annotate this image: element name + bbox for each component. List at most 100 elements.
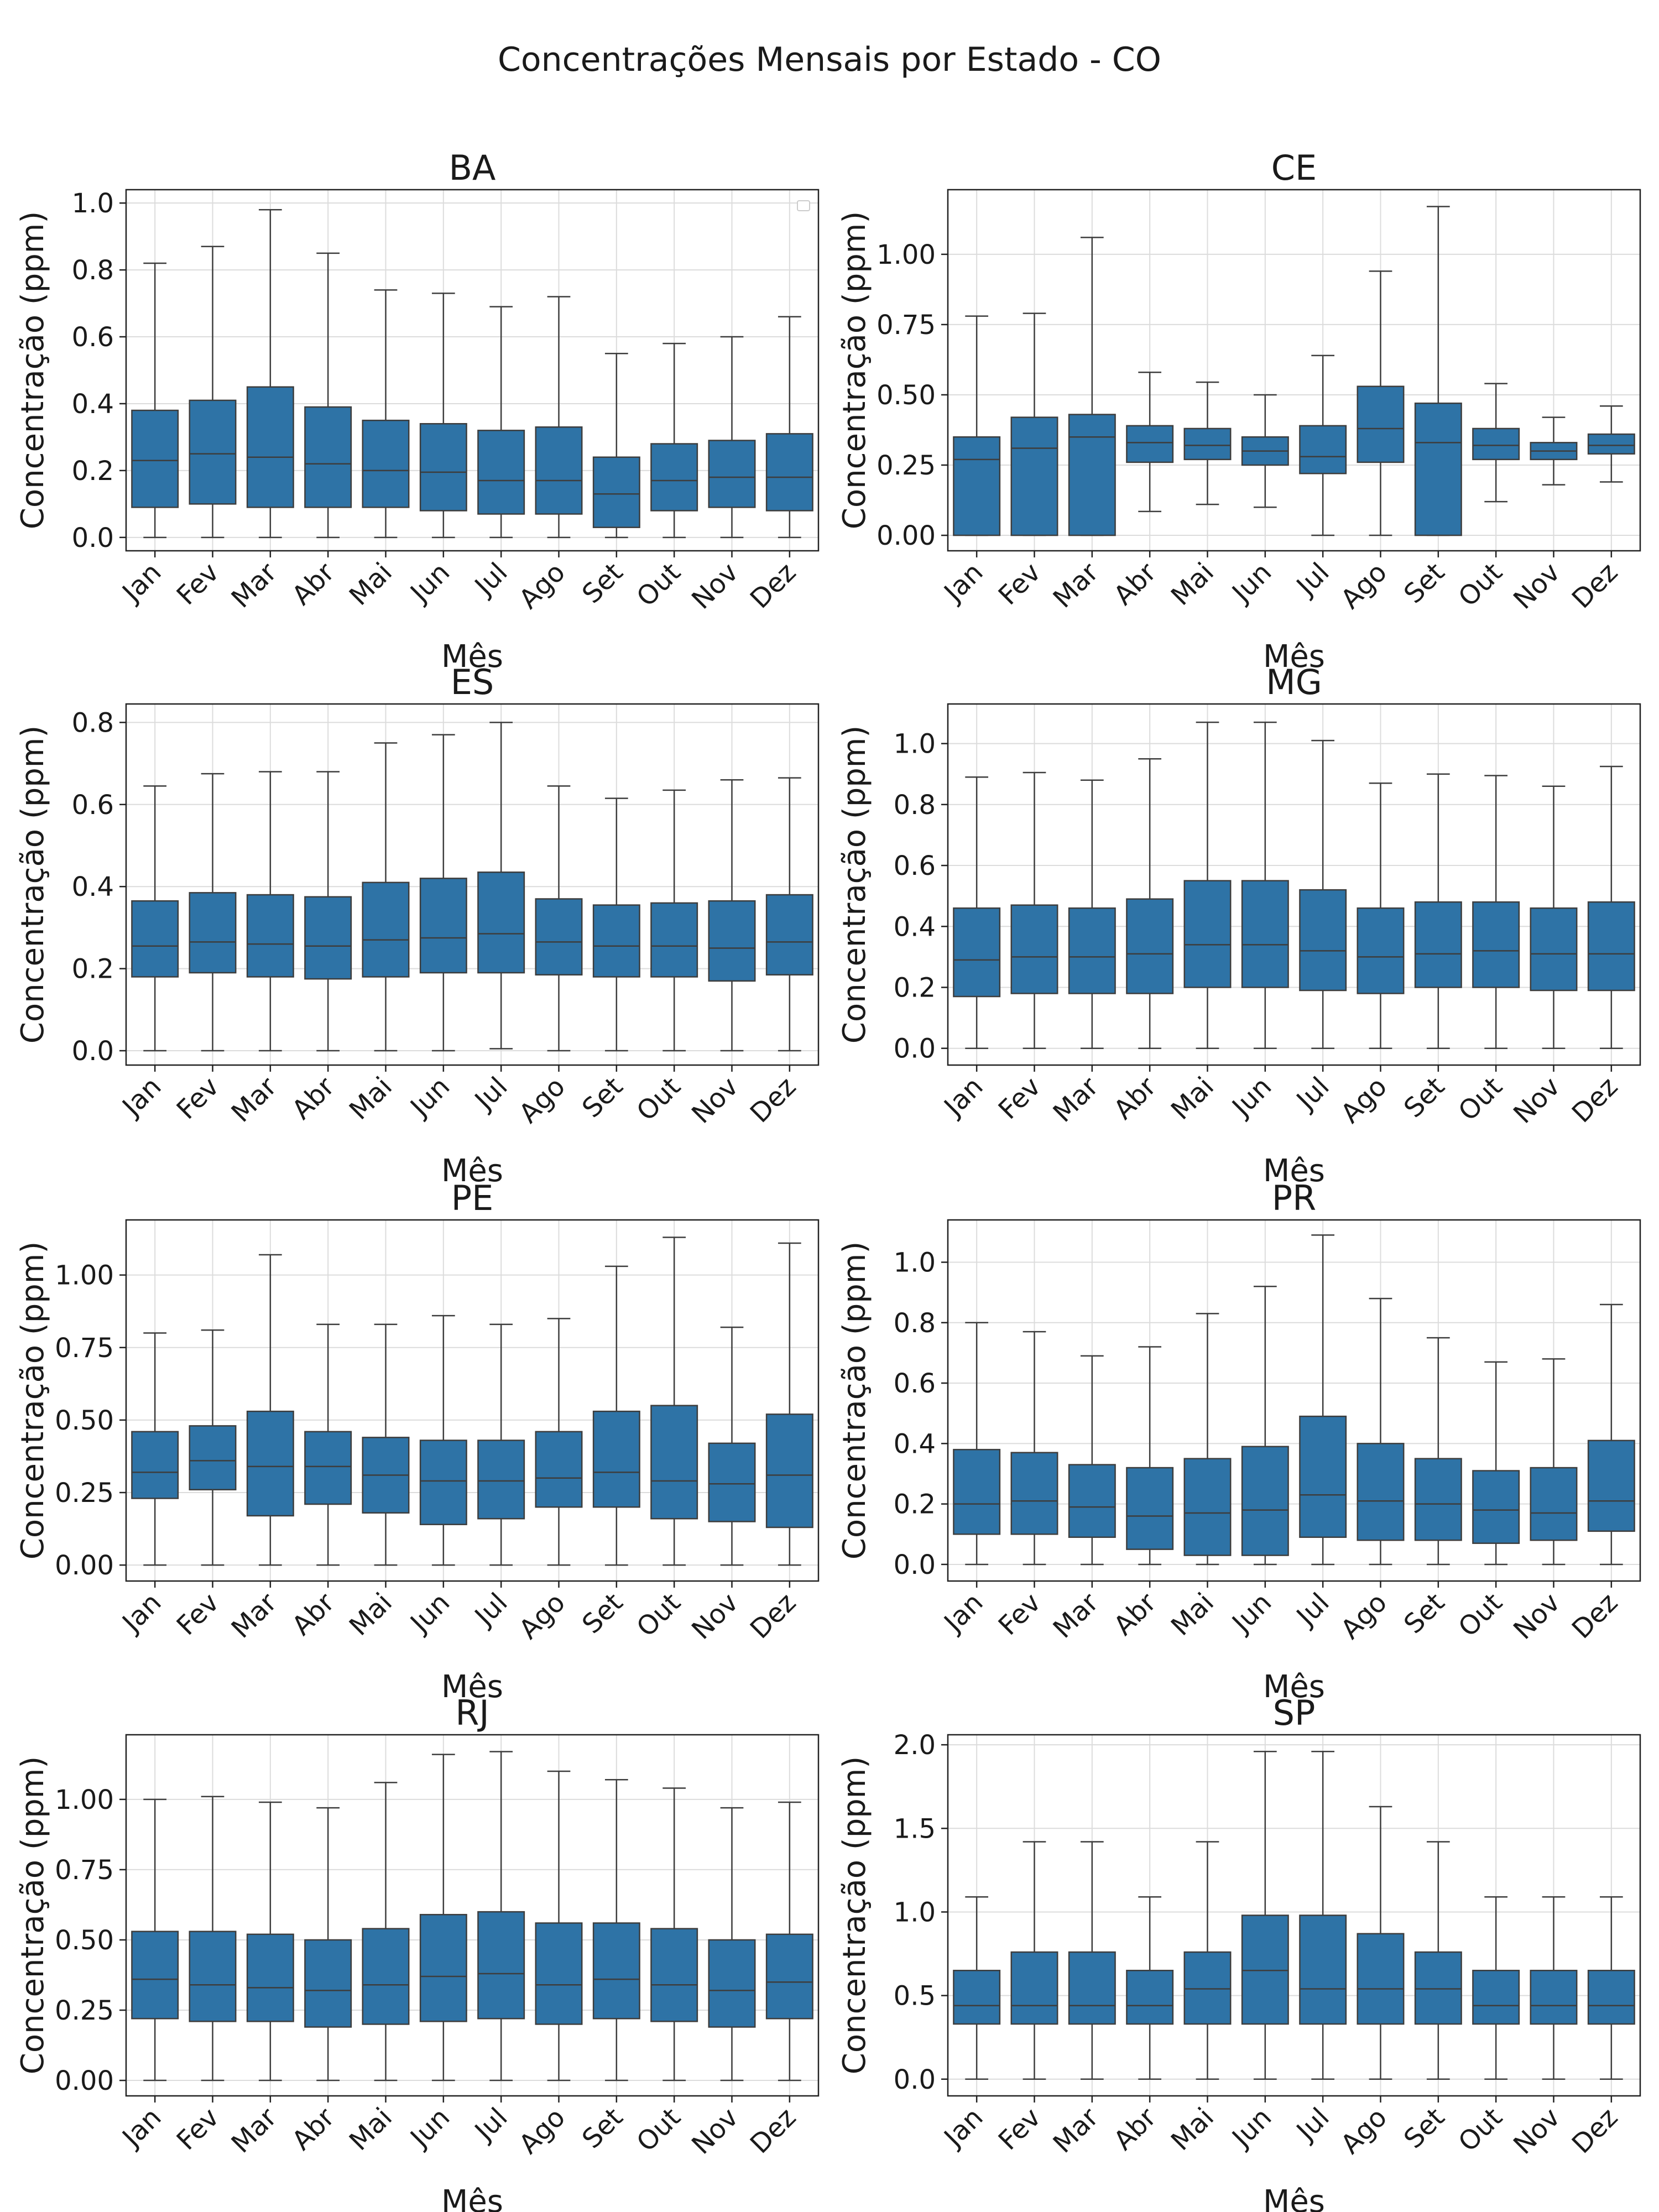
box-mar xyxy=(1068,1355,1116,1566)
box-set xyxy=(592,1265,640,1566)
iqr-box xyxy=(650,443,698,512)
x-tick-label: Out xyxy=(1453,2102,1509,2158)
iqr-box xyxy=(246,386,294,508)
box-out xyxy=(1472,1361,1520,1566)
x-tick-label: Nov xyxy=(686,1587,744,1646)
box-nov xyxy=(1530,785,1578,1049)
iqr-box xyxy=(1587,1439,1635,1532)
y-tick-label: 0.4 xyxy=(72,389,114,420)
box-fev xyxy=(189,1329,237,1566)
box-set xyxy=(592,353,640,539)
iqr-box xyxy=(1241,1914,1289,2025)
iqr-box xyxy=(477,1439,525,1520)
box-nov xyxy=(708,336,756,539)
iqr-box xyxy=(1068,907,1116,994)
legend xyxy=(797,200,810,211)
box-ago xyxy=(535,296,583,539)
iqr-box xyxy=(1414,1458,1462,1541)
x-tick-label: Jul xyxy=(1290,1071,1335,1117)
x-tick-label: Jul xyxy=(468,1587,514,1633)
iqr-box xyxy=(189,1931,237,2022)
y-tick-label: 2.0 xyxy=(894,1730,936,1761)
y-tick-label: 0.6 xyxy=(894,851,936,881)
y-tick-label: 1.0 xyxy=(894,1248,936,1279)
iqr-box xyxy=(1183,427,1232,461)
x-tick-label: Jan xyxy=(116,1071,168,1123)
iqr-box xyxy=(1299,1914,1347,2025)
iqr-box xyxy=(535,1922,583,2025)
box-jan xyxy=(953,1896,1001,2080)
y-axis-label: Concentração (ppm) xyxy=(15,726,51,1044)
iqr-box xyxy=(708,900,756,982)
y-tick-label: 0.4 xyxy=(894,911,936,942)
iqr-box xyxy=(1472,1470,1520,1544)
x-tick-label: Fev xyxy=(993,2102,1047,2156)
box-ago xyxy=(535,1770,583,2081)
x-tick-label: Jul xyxy=(1290,2102,1335,2148)
subplot-mg: 0.0 0.2 0.4 0.6 0.8 1.0 Jan Fev Mar Abr Mai Jun Jul A… xyxy=(837,662,1641,1189)
x-tick-label: Dez xyxy=(1566,1071,1624,1129)
box-set xyxy=(1414,1337,1462,1566)
y-tick-label: 0.8 xyxy=(72,255,114,286)
x-tick-label: Jan xyxy=(937,1587,989,1639)
x-tick-label: Jun xyxy=(404,1071,456,1124)
iqr-box xyxy=(477,1911,525,2020)
box-jun xyxy=(419,293,467,539)
x-tick-label: Ago xyxy=(513,2102,571,2160)
x-tick-label: Dez xyxy=(744,557,802,614)
iqr-box xyxy=(650,1928,698,2022)
x-tick-label: Nov xyxy=(686,557,744,615)
iqr-box xyxy=(650,902,698,978)
x-tick-label: Jun xyxy=(1225,1071,1278,1124)
iqr-box xyxy=(1183,1458,1232,1556)
x-tick-label: Nov xyxy=(686,2102,744,2161)
x-tick-label: Abr xyxy=(1108,557,1162,612)
y-tick-label: 1.0 xyxy=(72,188,114,219)
x-tick-label: Ago xyxy=(513,1587,571,1645)
y-tick-label: 0.6 xyxy=(72,790,114,821)
box-jan xyxy=(953,1322,1001,1566)
x-tick-label: Mai xyxy=(343,557,398,612)
box-abr xyxy=(1126,1346,1174,1566)
box-jan xyxy=(131,785,179,1052)
iqr-box xyxy=(1183,880,1232,988)
x-tick-label: Set xyxy=(576,2102,629,2154)
box-jul xyxy=(1299,739,1347,1049)
iqr-box xyxy=(953,1449,1001,1535)
y-axis-label: Concentração (ppm) xyxy=(15,1756,51,2074)
y-tick-label: 0.00 xyxy=(55,1550,114,1581)
x-axis-label: Mês xyxy=(441,639,503,675)
box-abr xyxy=(304,1323,352,1566)
x-axis-label: Mês xyxy=(1263,639,1325,675)
iqr-box xyxy=(535,1431,583,1508)
x-tick-label: Fev xyxy=(171,2102,225,2156)
subplot-title: PR xyxy=(1272,1178,1316,1218)
y-tick-label: 0.2 xyxy=(72,456,114,487)
box-abr xyxy=(304,771,352,1052)
x-tick-label: Fev xyxy=(171,1587,225,1641)
iqr-box xyxy=(1357,907,1405,994)
box-jun xyxy=(419,1314,467,1566)
x-tick-label: Abr xyxy=(286,1587,341,1642)
box-dez xyxy=(1587,765,1635,1049)
box-jun xyxy=(1241,1750,1289,2080)
y-tick-label: 0.8 xyxy=(72,707,114,738)
x-tick-label: Jun xyxy=(1225,557,1278,609)
iqr-box xyxy=(1530,1970,1578,2025)
box-ago xyxy=(535,1318,583,1566)
x-tick-label: Jul xyxy=(468,1071,514,1117)
box-abr xyxy=(304,1807,352,2081)
box-nov xyxy=(1530,1358,1578,1566)
iqr-box xyxy=(592,456,640,528)
y-axis-label: Concentração (ppm) xyxy=(15,211,51,529)
x-tick-label: Dez xyxy=(1566,1587,1624,1645)
x-tick-label: Mar xyxy=(1047,1071,1105,1129)
x-tick-label: Nov xyxy=(1507,1071,1566,1130)
box-mai xyxy=(362,1323,410,1566)
box-jan xyxy=(953,315,1001,536)
x-tick-label: Ago xyxy=(513,1071,571,1129)
x-tick-label: Nov xyxy=(686,1071,744,1130)
x-tick-label: Jun xyxy=(404,2102,456,2154)
x-tick-label: Jul xyxy=(468,557,514,603)
subplot-title: RJ xyxy=(455,1693,489,1733)
